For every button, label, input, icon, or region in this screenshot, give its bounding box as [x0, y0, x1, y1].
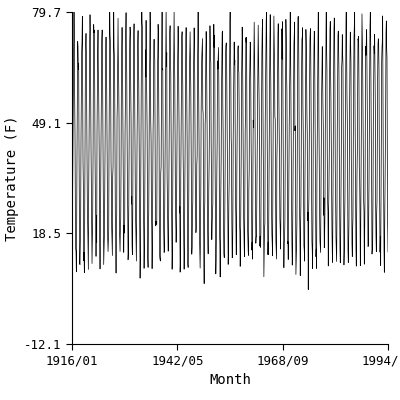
Y-axis label: Temperature (F): Temperature (F): [4, 115, 18, 241]
X-axis label: Month: Month: [209, 373, 251, 387]
